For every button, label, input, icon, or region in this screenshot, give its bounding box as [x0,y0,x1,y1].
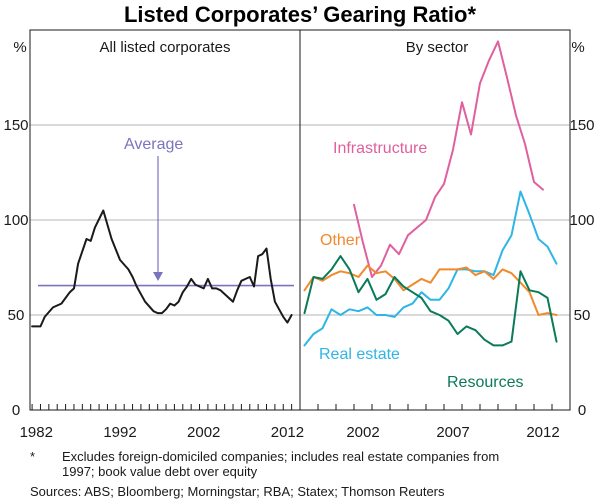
other-label: Other [320,232,361,249]
series-line-resources [303,255,558,347]
panel-title-all-listed: All listed corporates [100,39,231,56]
series-line-infrastructure [353,40,544,278]
y-axis-ticks: 0 0 50 50 100 100 150 150 [3,117,594,419]
left-unit-label: % [13,39,26,56]
series-line-real-estate [303,190,558,347]
x-tick-label-sector-2012: 2012 [526,424,559,441]
plot-frame [29,29,571,411]
real-estate-label: Real estate [319,346,400,363]
y-tick-right-0: 0 [578,402,586,419]
x-tick-label-sector-2002: 2002 [346,424,379,441]
y-tick-left-100: 100 [3,212,28,229]
resources-label: Resources [447,374,523,391]
x-tick-label-all-1982: 1982 [20,424,53,441]
x-tick-label-sector-2007: 2007 [436,424,469,441]
x-tick-label-all-1992: 1992 [103,424,136,441]
x-tick-label-all-2002: 2002 [187,424,220,441]
sources: Sources: ABS; Bloomberg; Morningstar; RB… [30,484,445,499]
average-label: Average [124,136,183,153]
infrastructure-label: Infrastructure [333,140,427,157]
chart-title: Listed Corporates’ Gearing Ratio* [124,2,477,27]
y-tick-left-150: 150 [3,117,28,134]
footnote-line-2: 1997; book value debt over equity [62,464,258,479]
footnote-line-1: Excludes foreign-domiciled companies; in… [62,449,500,464]
y-tick-right-100: 100 [569,212,594,229]
footnote-marker: * [30,449,36,464]
series-line-all-listed-corporates [31,209,293,328]
y-tick-left-50: 50 [8,307,25,324]
right-unit-label: % [571,39,584,56]
panel-title-by-sector: By sector [406,39,469,56]
x-axis-ticks: 1982 1992 2002 2012 2002 2007 2012 [20,404,560,441]
average-arrow-head [153,272,163,281]
average-arrow [153,156,163,281]
series-lines [31,40,558,347]
series-line-other [303,264,558,316]
y-tick-right-150: 150 [569,117,594,134]
footnote: * Excludes foreign-domiciled companies; … [30,449,499,479]
x-tick-label-all-2012: 2012 [271,424,304,441]
y-tick-left-0: 0 [12,402,20,419]
y-tick-right-50: 50 [574,307,591,324]
